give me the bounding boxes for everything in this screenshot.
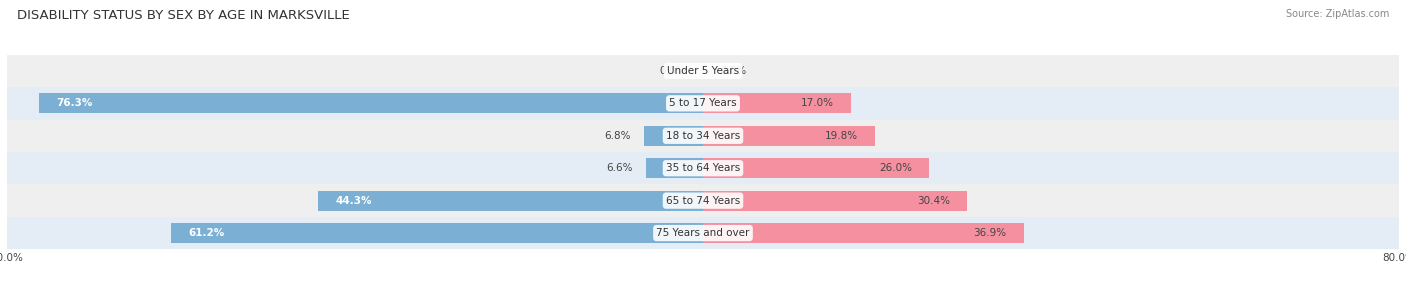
Bar (703, 93, 851, 113)
Bar (703, 158, 929, 178)
Bar (318, 191, 703, 211)
Text: DISABILITY STATUS BY SEX BY AGE IN MARKSVILLE: DISABILITY STATUS BY SEX BY AGE IN MARKS… (17, 9, 350, 22)
Bar (7, 152, 1399, 185)
Text: 26.0%: 26.0% (879, 163, 912, 173)
Text: 65 to 74 Years: 65 to 74 Years (666, 196, 740, 206)
Text: 76.3%: 76.3% (56, 98, 93, 108)
Text: Source: ZipAtlas.com: Source: ZipAtlas.com (1285, 9, 1389, 19)
Text: 6.8%: 6.8% (605, 131, 631, 141)
Bar (39, 93, 703, 113)
Text: 36.9%: 36.9% (973, 228, 1007, 238)
Bar (7, 119, 1399, 152)
Text: 17.0%: 17.0% (800, 98, 834, 108)
Text: 5 to 17 Years: 5 to 17 Years (669, 98, 737, 108)
Text: 75 Years and over: 75 Years and over (657, 228, 749, 238)
Text: 35 to 64 Years: 35 to 64 Years (666, 163, 740, 173)
Bar (7, 55, 1399, 87)
Text: 6.6%: 6.6% (606, 163, 633, 173)
Bar (7, 217, 1399, 249)
Text: 18 to 34 Years: 18 to 34 Years (666, 131, 740, 141)
Text: 0.0%: 0.0% (659, 66, 686, 76)
Bar (703, 126, 876, 146)
Bar (644, 126, 703, 146)
Bar (703, 223, 1024, 243)
Bar (170, 223, 703, 243)
Text: 44.3%: 44.3% (335, 196, 371, 206)
Text: 61.2%: 61.2% (188, 228, 224, 238)
Bar (703, 191, 967, 211)
Text: Under 5 Years: Under 5 Years (666, 66, 740, 76)
Bar (7, 185, 1399, 217)
Text: 30.4%: 30.4% (917, 196, 950, 206)
Text: 0.0%: 0.0% (720, 66, 747, 76)
Text: 19.8%: 19.8% (825, 131, 858, 141)
Bar (645, 158, 703, 178)
Bar (7, 87, 1399, 119)
